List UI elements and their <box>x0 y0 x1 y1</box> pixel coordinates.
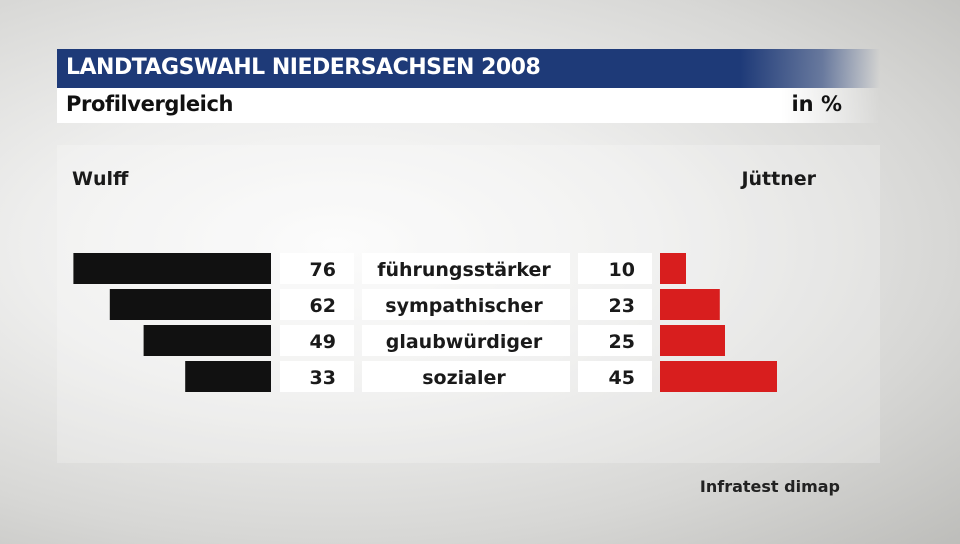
bar-right <box>660 289 720 320</box>
source-label: Infratest dimap <box>699 477 840 496</box>
category-box <box>362 325 570 356</box>
bar-left <box>73 253 272 284</box>
bar-right <box>660 253 686 284</box>
value-label-right: 25 <box>609 331 635 353</box>
unit-label: in % <box>791 92 842 116</box>
value-label-left: 62 <box>310 295 336 317</box>
value-label-right: 23 <box>609 295 635 317</box>
value-box-right <box>578 361 652 392</box>
chart-title: LANDTAGSWAHL NIEDERSACHSEN 2008 <box>66 55 541 80</box>
value-box-right <box>578 289 652 320</box>
value-label-right: 45 <box>609 367 635 389</box>
value-box-right <box>578 325 652 356</box>
bar-left <box>185 361 271 392</box>
bar-left <box>143 325 271 356</box>
title-bar <box>57 49 880 88</box>
bar-left <box>109 289 271 320</box>
value-box-left <box>280 253 354 284</box>
category-label: sozialer <box>422 367 506 389</box>
value-box-right <box>578 253 652 284</box>
category-box <box>362 361 570 392</box>
category-box <box>362 253 570 284</box>
value-box-left <box>280 361 354 392</box>
value-box-left <box>280 289 354 320</box>
chart-subtitle: Profilvergleich <box>66 92 234 116</box>
value-label-left: 76 <box>310 259 336 281</box>
series-label-left: Wulff <box>72 168 129 190</box>
value-label-right: 10 <box>609 259 635 281</box>
value-label-left: 49 <box>310 331 336 353</box>
bar-right <box>660 361 777 392</box>
subtitle-bar <box>57 88 880 123</box>
category-label: führungsstärker <box>377 259 551 281</box>
bar-right <box>660 325 725 356</box>
category-label: glaubwürdiger <box>386 331 543 353</box>
value-box-left <box>280 325 354 356</box>
series-label-right: Jüttner <box>741 168 816 190</box>
category-box <box>362 289 570 320</box>
category-label: sympathischer <box>385 295 543 317</box>
value-label-left: 33 <box>310 367 336 389</box>
